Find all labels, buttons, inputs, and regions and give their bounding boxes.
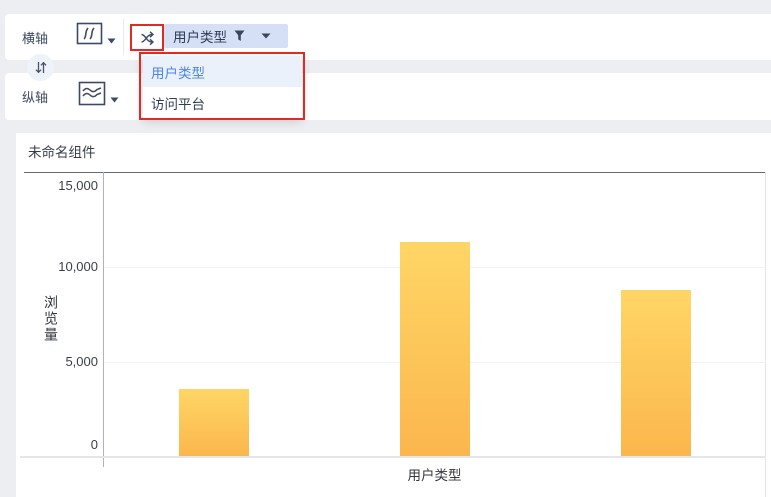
vertical-axis-chart-type-button[interactable]	[78, 81, 128, 111]
plot-area	[103, 172, 766, 457]
y-axis-title: 浏览量	[43, 295, 59, 343]
y-axis-line	[103, 172, 104, 467]
bar[interactable]	[178, 388, 249, 457]
axis-field-pill[interactable]: 用户类型	[164, 24, 288, 48]
shuffle-icon	[140, 30, 156, 46]
chart-title: 未命名组件	[28, 145, 96, 160]
axis-field-pill-label: 用户类型	[173, 30, 227, 45]
component-top-border	[24, 172, 766, 173]
y-tick-label: 10,000	[58, 259, 98, 274]
swap-axes-button[interactable]	[27, 54, 54, 81]
swap-vertical-icon	[34, 61, 48, 74]
filter-funnel-icon[interactable]	[234, 30, 245, 42]
dimension-chart-icon	[76, 22, 103, 45]
y-tick-label: 15,000	[58, 178, 98, 193]
x-axis-baseline	[20, 456, 766, 458]
bar[interactable]	[399, 242, 470, 457]
y-tick-label: 5,000	[65, 354, 98, 369]
y-axis-tick-labels: 0 5,000 10,000 15,000	[40, 133, 98, 497]
caret-down-icon	[110, 97, 119, 103]
horizontal-axis-label: 横轴	[22, 30, 49, 46]
toolbar-divider	[123, 19, 124, 55]
y-tick-label: 0	[90, 437, 98, 452]
dropdown-item-access-platform[interactable]: 访问平台	[151, 96, 205, 112]
vertical-axis-label: 纵轴	[22, 90, 49, 105]
caret-down-icon	[107, 38, 116, 44]
component-right-border	[765, 172, 766, 497]
caret-down-icon[interactable]	[261, 33, 271, 39]
bar[interactable]	[620, 289, 691, 457]
vertical-axis-row: 纵轴	[5, 73, 771, 120]
line-chart-icon	[78, 81, 106, 106]
horizontal-axis-chart-type-button[interactable]	[76, 22, 126, 52]
dropdown-item-user-type[interactable]: 用户类型	[143, 56, 302, 87]
field-dropdown-menu: 用户类型 访问平台	[143, 56, 302, 118]
shuffle-button[interactable]	[133, 26, 163, 49]
horizontal-axis-row: 横轴	[5, 14, 771, 60]
x-axis-title: 用户类型	[407, 468, 462, 483]
